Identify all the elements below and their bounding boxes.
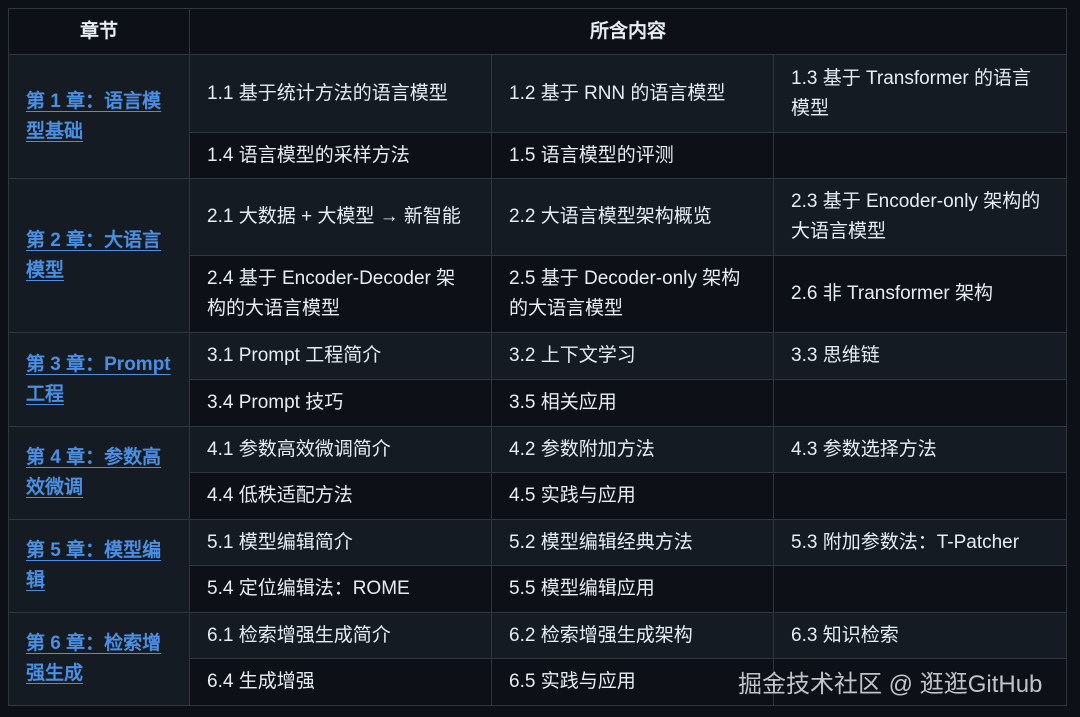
section-cell: 3.5 相关应用 (491, 379, 774, 427)
chapter-cell: 第 2 章：大语言模型 (8, 178, 190, 333)
section-cell: 2.1 大数据 + 大模型 → 新智能 (189, 178, 492, 256)
section-cell: 2.4 基于 Encoder-Decoder 架构的大语言模型 (189, 255, 492, 333)
table-row: 1.4 语言模型的采样方法 1.5 语言模型的评测 (9, 132, 1068, 179)
table-row: 2.4 基于 Encoder-Decoder 架构的大语言模型 2.5 基于 De… (9, 255, 1068, 333)
table-row: 第 5 章：模型编辑 5.1 模型编辑简介 5.2 模型编辑经典方法 5.3 附加参数… (8, 519, 1068, 613)
section-cell: 3.3 思维链 (772, 332, 1068, 380)
table-row: 6.4 生成增强 6.5 实践与应用 (9, 658, 1068, 706)
chapter-table: 章节 所含内容 第 1 章：语言模型基础 1.1 基于统计方法的语言模型 1.2 基… (8, 8, 1068, 706)
header-chapter: 章节 (8, 8, 190, 55)
section-cell: 1.5 语言模型的评测 (491, 132, 774, 179)
section-cell: 4.5 实践与应用 (491, 472, 774, 520)
section-cell (772, 379, 1068, 427)
section-cell: 4.4 低秩适配方法 (189, 472, 492, 520)
section-cell: 6.5 实践与应用 (491, 658, 774, 706)
section-cell (772, 132, 1068, 179)
section-cell: 1.2 基于 RNN 的语言模型 (491, 54, 774, 133)
section-cell (772, 658, 1068, 706)
section-cell: 2.6 非 Transformer 架构 (772, 255, 1068, 333)
table-row: 第 2 章：大语言模型 2.1 大数据 + 大模型 → 新智能 2.2 大语言模型架… (8, 178, 1068, 333)
section-cell: 6.3 知识检索 (772, 612, 1068, 659)
table-row: 3.4 Prompt 技巧 3.5 相关应用 (9, 379, 1068, 427)
section-cell (772, 472, 1068, 520)
section-cell: 5.3 附加参数法：T-Patcher (772, 519, 1068, 566)
section-cell: 4.1 参数高效微调简介 (189, 426, 492, 473)
chapter-link[interactable]: 第 3 章：Prompt 工程 (26, 353, 171, 405)
section-cell: 6.4 生成增强 (189, 658, 492, 706)
header-contents: 所含内容 (188, 8, 1068, 55)
table-row: 第 1 章：语言模型基础 1.1 基于统计方法的语言模型 1.2 基于 RNN 的语… (8, 54, 1068, 179)
section-cell (772, 565, 1068, 613)
section-cell: 3.1 Prompt 工程简介 (189, 332, 492, 380)
chapter-link[interactable]: 第 1 章：语言模型基础 (26, 90, 162, 142)
section-cell: 4.2 参数附加方法 (491, 426, 774, 473)
chapter-cell: 第 6 章：检索增强生成 (8, 612, 190, 706)
chapter-link[interactable]: 第 4 章：参数高效微调 (26, 447, 162, 498)
table-row: 第 6 章：检索增强生成 6.1 检索增强生成简介 6.2 检索增强生成架构 6.3 … (8, 612, 1068, 706)
watermark: 掘金技术社区 @ 逛逛GitHub (738, 671, 1043, 698)
chapter-link[interactable]: 第 5 章：模型编辑 (26, 540, 162, 591)
section-cell: 4.3 参数选择方法 (772, 426, 1068, 473)
section-cell: 1.1 基于统计方法的语言模型 (189, 54, 492, 133)
table-row: 第 3 章：Prompt 工程 3.1 Prompt 工程简介 3.2 上下文学习 3… (8, 332, 1068, 427)
chapter-cell: 第 3 章：Prompt 工程 (8, 332, 190, 427)
section-cell: 1.3 基于 Transformer 的语言模型 (772, 54, 1068, 133)
chapter-cell: 第 4 章：参数高效微调 (8, 426, 190, 520)
table-row: 第 4 章：参数高效微调 4.1 参数高效微调简介 4.2 参数附加方法 4.3 参数… (8, 426, 1068, 520)
chapter-link[interactable]: 第 2 章：大语言模型 (26, 229, 162, 281)
section-cell: 2.3 基于 Encoder-only 架构的大语言模型 (772, 178, 1068, 256)
section-cell: 5.4 定位编辑法：ROME (189, 565, 492, 613)
section-cell: 5.2 模型编辑经典方法 (491, 519, 774, 566)
chapter-cell: 第 1 章：语言模型基础 (8, 54, 190, 179)
section-cell: 5.1 模型编辑简介 (189, 519, 492, 566)
section-cell: 3.2 上下文学习 (491, 332, 774, 380)
section-cell: 6.1 检索增强生成简介 (189, 612, 492, 659)
section-cell: 3.4 Prompt 技巧 (189, 379, 492, 427)
section-cell: 2.2 大语言模型架构概览 (491, 178, 774, 256)
section-cell: 5.5 模型编辑应用 (491, 565, 774, 613)
section-cell: 6.2 检索增强生成架构 (491, 612, 774, 659)
section-cell: 2.5 基于 Decoder-only 架构的大语言模型 (491, 255, 774, 333)
chapter-link[interactable]: 第 6 章：检索增强生成 (26, 633, 162, 684)
table-row: 4.4 低秩适配方法 4.5 实践与应用 (9, 472, 1068, 520)
chapter-cell: 第 5 章：模型编辑 (8, 519, 190, 613)
section-cell: 1.4 语言模型的采样方法 (189, 132, 492, 179)
